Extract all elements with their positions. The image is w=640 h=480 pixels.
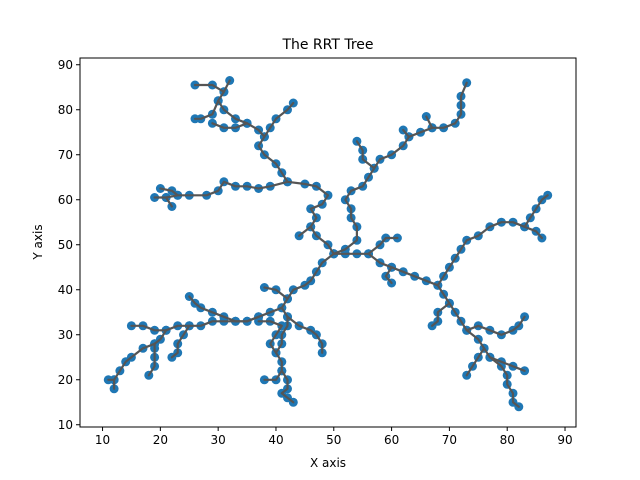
tree-branch-26 — [257, 320, 283, 354]
tree-branch-16 — [465, 315, 526, 336]
y-axis-ticks: 10 20 30 40 50 60 70 80 90 — [58, 58, 80, 432]
tree-branch-0 — [217, 79, 335, 255]
tree-branch-17 — [465, 347, 486, 377]
tree-branch-6 — [165, 196, 173, 208]
x-axis-ticks: 10 20 30 40 50 60 70 80 90 — [95, 427, 573, 447]
tree-branch-5 — [153, 180, 289, 199]
x-tick-label: 60 — [384, 433, 399, 447]
chart-title: The RRT Tree — [281, 37, 373, 53]
axes-frame — [79, 57, 577, 428]
tree-branch-10 — [402, 128, 410, 138]
y-tick-label: 50 — [58, 238, 73, 252]
x-tick-label: 40 — [268, 433, 283, 447]
tree-branch-32 — [130, 324, 168, 332]
tree-branch-25 — [280, 369, 295, 404]
x-tick-label: 50 — [326, 433, 341, 447]
x-tick-label: 90 — [557, 433, 572, 447]
tree-branch-13 — [367, 236, 399, 255]
y-tick-label: 30 — [58, 328, 73, 342]
tree-branch-29 — [170, 324, 191, 359]
tree-branch-9 — [355, 140, 376, 170]
y-tick-label: 10 — [58, 418, 73, 432]
tree-branch-14 — [384, 266, 393, 285]
x-tick-label: 70 — [442, 433, 457, 447]
tree-branch-15 — [431, 302, 451, 327]
tree-branch-7 — [159, 187, 179, 197]
x-axis-label: X axis — [310, 456, 346, 470]
tree-branch-2 — [193, 99, 220, 120]
y-axis-label: Y axis — [31, 224, 45, 260]
y-tick-label: 90 — [58, 58, 73, 72]
tree-branch-22 — [188, 252, 335, 323]
tree-branch-24 — [263, 306, 289, 381]
x-tick-label: 80 — [500, 433, 515, 447]
tree-edges — [107, 79, 549, 408]
tree-branch-8 — [332, 81, 468, 255]
tree-branch-21 — [298, 225, 312, 237]
y-tick-label: 70 — [58, 148, 73, 162]
tree-branch-11 — [425, 115, 434, 129]
tree-branch-4 — [263, 101, 295, 138]
y-tick-label: 60 — [58, 193, 73, 207]
y-tick-label: 80 — [58, 103, 73, 117]
tree-branch-20 — [523, 194, 549, 228]
tree-branch-28 — [147, 315, 260, 377]
tree-branch-1 — [193, 83, 225, 93]
tree-branch-23 — [263, 286, 289, 300]
x-tick-label: 30 — [211, 433, 226, 447]
tree-branch-12 — [332, 252, 526, 372]
tree-branch-3 — [211, 122, 249, 129]
tree-branch-18 — [488, 356, 520, 408]
plot-area — [103, 76, 553, 412]
x-tick-label: 10 — [95, 433, 110, 447]
y-tick-label: 40 — [58, 283, 73, 297]
tree-branch-27 — [286, 315, 324, 354]
x-tick-label: 20 — [153, 433, 168, 447]
y-tick-label: 20 — [58, 373, 73, 387]
